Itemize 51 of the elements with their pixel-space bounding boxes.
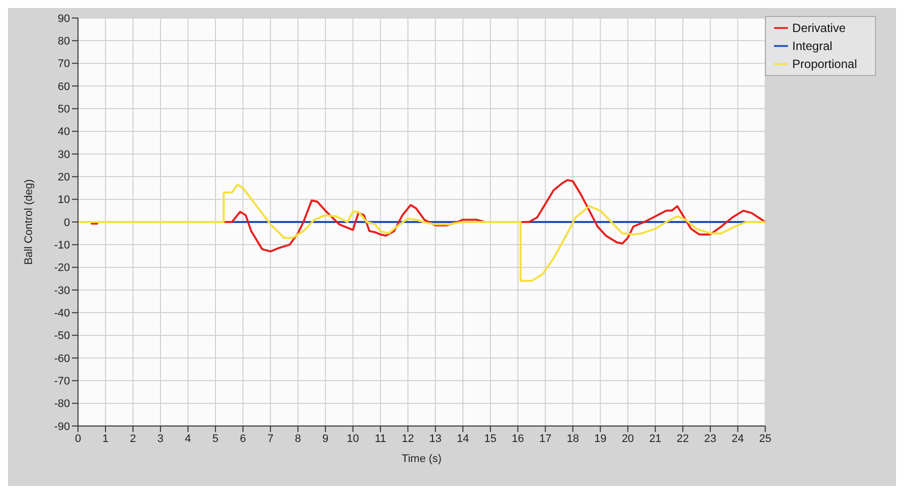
y-axis-title: Ball Control (deg) (22, 179, 35, 265)
y-tick-label: -90 (54, 420, 70, 433)
x-tick-label: 14 (456, 432, 470, 445)
x-tick-label: 11 (374, 432, 386, 445)
x-tick-label: 21 (649, 432, 662, 445)
y-tick-label: -70 (54, 376, 70, 388)
y-tick-label: 10 (58, 194, 70, 206)
y-tick-label: -80 (54, 398, 70, 410)
y-tick-label: 80 (58, 36, 70, 48)
legend-label: Derivative (792, 21, 846, 35)
legend-label: Integral (792, 39, 832, 53)
x-tick-label: 22 (676, 432, 689, 445)
legend-label: Proportional (792, 57, 857, 71)
y-tick-label: 90 (58, 12, 70, 25)
x-tick-label: 0 (74, 432, 82, 445)
x-tick-label: 8 (294, 432, 301, 445)
x-tick-label: 7 (267, 432, 274, 445)
x-tick-label: 5 (212, 432, 219, 445)
y-tick-label: -10 (54, 240, 70, 252)
line-series (78, 184, 766, 282)
x-axis-title: Time (s) (402, 453, 442, 465)
x-tick-label: 18 (566, 432, 579, 445)
y-tick-label: -20 (54, 262, 70, 274)
y-tick-label: 30 (58, 148, 70, 161)
y-tick-label: 40 (58, 126, 70, 138)
x-tick-label: 25 (759, 432, 772, 445)
x-tick-label: 2 (130, 432, 136, 445)
x-tick-label: 20 (622, 432, 634, 445)
x-tick-label: 10 (346, 432, 360, 445)
x-tick-label: 15 (484, 432, 496, 445)
y-tick-label: 20 (58, 172, 70, 184)
y-tick-label: 60 (58, 80, 70, 93)
x-tick-label: 12 (402, 432, 414, 445)
y-tick-label: 0 (64, 216, 70, 229)
x-tick-label: 1 (102, 432, 109, 445)
x-tick-label: 16 (512, 432, 524, 445)
y-tick-label: -30 (54, 284, 70, 297)
x-tick-label: 19 (594, 432, 606, 445)
x-tick-label: 9 (322, 432, 328, 445)
x-tick-label: 3 (157, 432, 164, 445)
x-tick-label: 13 (429, 432, 442, 445)
x-tick-label: 6 (240, 432, 246, 445)
x-tick-label: 24 (732, 432, 744, 445)
x-tick-label: 17 (539, 432, 552, 445)
y-tick-label: 50 (58, 104, 70, 116)
y-tick-label: -40 (54, 308, 70, 320)
x-tick-label: 4 (184, 432, 192, 445)
y-tick-label: -50 (54, 330, 70, 342)
x-tick-label: 23 (704, 432, 716, 445)
y-tick-label: -60 (54, 352, 70, 365)
y-tick-label: 70 (58, 58, 70, 70)
